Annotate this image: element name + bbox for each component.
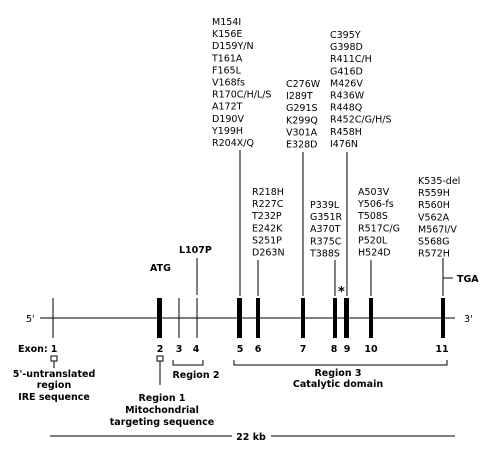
atg-label: ATG bbox=[150, 263, 171, 274]
utr-line1: 5'-untranslated bbox=[13, 369, 96, 380]
mutation-label: E242K bbox=[252, 223, 283, 234]
mutation-label: P520L bbox=[358, 235, 388, 246]
scale-label: 22 kb bbox=[236, 432, 266, 443]
mutation-label: S251P bbox=[252, 235, 282, 246]
mutation-label: I289T bbox=[286, 91, 313, 102]
exon-number: 9 bbox=[344, 344, 351, 355]
mutation-label: R227C bbox=[252, 199, 284, 210]
mutation-label: R452C/G/H/S bbox=[330, 115, 392, 126]
exon-10 bbox=[369, 298, 373, 338]
mutation-label: C395Y bbox=[330, 30, 361, 41]
mutation-label: D263N bbox=[252, 248, 285, 259]
exon-1-box bbox=[50, 355, 58, 362]
mutation-label: K299Q bbox=[286, 115, 318, 126]
mutation-label: D190V bbox=[212, 114, 244, 125]
exon-2 bbox=[157, 298, 162, 338]
mutation-label: R572H bbox=[418, 249, 450, 260]
mutation-label: R411C/H bbox=[330, 54, 372, 65]
region2-bracket bbox=[172, 360, 204, 366]
mutation-label: M567I/V bbox=[418, 224, 457, 235]
mutation-label: T508S bbox=[357, 211, 388, 222]
region1-line2: Mitochondrial bbox=[125, 405, 199, 416]
star-marker: * bbox=[338, 285, 345, 300]
mutation-label: K535-del bbox=[418, 176, 460, 187]
mutation-label: G416D bbox=[330, 66, 363, 77]
mutation-label: R560H bbox=[418, 200, 450, 211]
mutation-label: G351R bbox=[310, 212, 342, 223]
mutation-label: R448Q bbox=[330, 103, 362, 114]
mutation-label: T232P bbox=[251, 211, 282, 222]
exon-5 bbox=[237, 298, 242, 338]
exon-number: 11 bbox=[435, 344, 448, 355]
mutation-label: S568G bbox=[418, 237, 450, 248]
mutation-label: G398D bbox=[330, 42, 363, 53]
exon-7 bbox=[301, 298, 305, 338]
exon-number: 10 bbox=[364, 344, 378, 355]
exon-row-label: Exon: bbox=[18, 344, 48, 355]
mutation-label: M426V bbox=[330, 78, 363, 89]
mutation-label: R517C/G bbox=[358, 223, 400, 234]
exon-numbers: 1 2 3 4 5 6 7 8 9 10 11 bbox=[51, 344, 449, 355]
three-prime-label: 3' bbox=[464, 314, 473, 325]
tga-label: TGA bbox=[457, 274, 479, 285]
exon-number: 4 bbox=[193, 344, 200, 355]
mutation-label: I476N bbox=[330, 139, 358, 150]
mutation-label: R218H bbox=[252, 187, 284, 198]
mutation-label: V301A bbox=[286, 127, 318, 138]
exon-11 bbox=[441, 298, 445, 338]
mutation-label: R170C/H/L/S bbox=[212, 90, 271, 101]
mutation-label: H524D bbox=[358, 248, 391, 259]
mutation-label: D159Y/N bbox=[212, 41, 254, 52]
mutation-label: R436W bbox=[330, 91, 365, 102]
mutation-label: G291S bbox=[286, 103, 318, 114]
mutation-label: C276W bbox=[286, 79, 321, 90]
tga-pointer bbox=[442, 277, 453, 296]
exon-6 bbox=[256, 298, 260, 338]
exon-number: 8 bbox=[331, 344, 338, 355]
mutation-label: V168fs bbox=[212, 78, 245, 89]
mutation-label: K156E bbox=[212, 29, 242, 40]
mutation-label: R559H bbox=[418, 188, 450, 199]
mutation-label: P339L bbox=[310, 200, 340, 211]
exon-number: 5 bbox=[237, 344, 244, 355]
mutation-label: A503V bbox=[358, 187, 390, 198]
exon-number: 1 bbox=[51, 344, 58, 355]
mutation-label: F165L bbox=[212, 65, 242, 76]
mutation-label: E328D bbox=[286, 140, 317, 151]
region1-line3: targeting sequence bbox=[110, 417, 215, 428]
region2-label: Region 2 bbox=[172, 370, 219, 381]
exon-number: 6 bbox=[255, 344, 262, 355]
region1-line1: Region 1 bbox=[138, 393, 185, 404]
five-prime-label: 5' bbox=[26, 314, 35, 325]
region3-line1: Region 3 bbox=[314, 368, 361, 379]
mutation-label: Y506-fs bbox=[357, 199, 394, 210]
mutation-label: R204X/Q bbox=[212, 138, 254, 149]
utr-line2: region bbox=[37, 380, 72, 391]
mutation-label: A172T bbox=[212, 102, 243, 113]
mutation-label: T388S bbox=[309, 248, 340, 259]
l107p-label: L107P bbox=[179, 245, 212, 256]
mutation-label: V562A bbox=[418, 212, 450, 223]
exon-9 bbox=[344, 298, 349, 338]
exon-number: 2 bbox=[157, 344, 164, 355]
mutation-label: T161A bbox=[211, 53, 243, 64]
mutation-label: Y199H bbox=[211, 126, 243, 137]
exon-2-box bbox=[156, 355, 164, 362]
region3-line2: Catalytic domain bbox=[293, 379, 383, 390]
mutation-label: R375C bbox=[310, 236, 342, 247]
region3-bracket bbox=[233, 360, 448, 366]
exon-number: 3 bbox=[176, 344, 183, 355]
exon-8 bbox=[333, 298, 337, 338]
mutation-label: M154I bbox=[212, 17, 241, 28]
mutation-label: A370T bbox=[310, 224, 341, 235]
exon-number: 7 bbox=[300, 344, 307, 355]
mutation-label: R458H bbox=[330, 127, 362, 138]
utr-line3: IRE sequence bbox=[18, 392, 90, 403]
